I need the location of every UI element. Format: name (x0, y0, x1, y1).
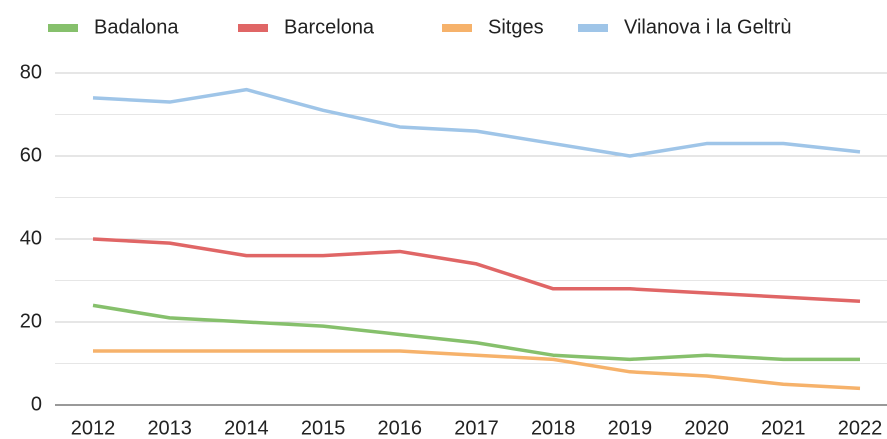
legend-label: Barcelona (284, 16, 375, 38)
legend-swatch (578, 24, 608, 32)
x-tick-label: 2020 (684, 417, 729, 439)
x-tick-label: 2022 (838, 417, 883, 439)
series-line (92, 87, 861, 158)
legend-swatch (48, 24, 78, 32)
x-tick-label: 2014 (224, 417, 269, 439)
y-tick-label: 80 (20, 61, 42, 83)
legend-label: Vilanova i la Geltrù (624, 16, 792, 38)
legend-swatch (442, 24, 472, 32)
legend-label: Sitges (488, 16, 544, 38)
x-tick-label: 2019 (608, 417, 653, 439)
x-tick-label: 2015 (301, 417, 346, 439)
x-tick-label: 2016 (378, 417, 423, 439)
y-tick-label: 40 (20, 227, 42, 249)
series-line (92, 237, 861, 303)
x-tick-label: 2017 (454, 417, 499, 439)
series-line (92, 303, 860, 362)
x-tick-label: 2018 (531, 417, 576, 439)
legend-label: Badalona (94, 16, 179, 38)
x-tick-label: 2013 (147, 417, 192, 439)
y-tick-label: 20 (20, 310, 42, 332)
legend-swatch (238, 24, 268, 32)
series-line (93, 349, 861, 391)
x-tick-label: 2021 (761, 417, 806, 439)
x-tick-label: 2012 (71, 417, 116, 439)
y-tick-label: 0 (31, 393, 42, 415)
y-tick-label: 60 (20, 144, 42, 166)
